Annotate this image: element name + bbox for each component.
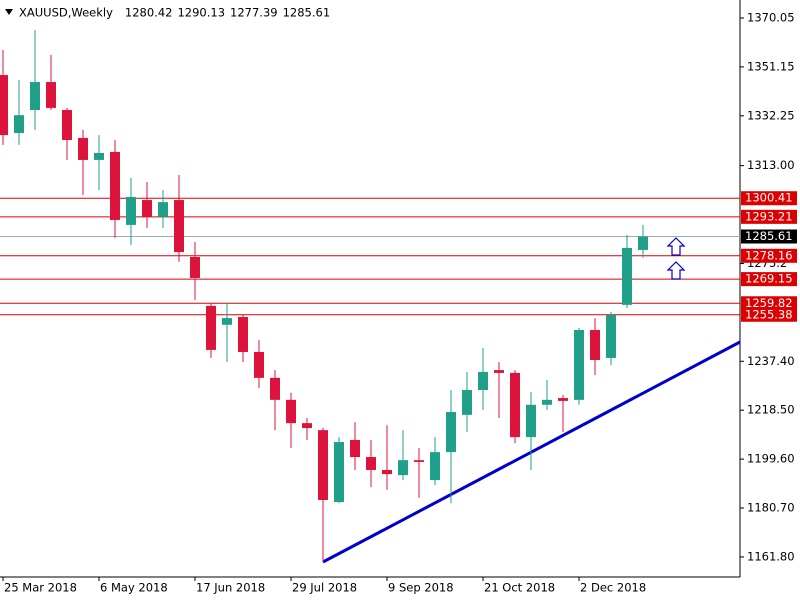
candle-body bbox=[222, 318, 232, 325]
candle-body bbox=[590, 329, 600, 360]
x-tick-label: 6 May 2018 bbox=[100, 581, 168, 595]
x-tick-label: 17 Jun 2018 bbox=[196, 581, 265, 595]
candle-body bbox=[366, 457, 376, 470]
y-tick-label: 1313.00 bbox=[747, 158, 795, 172]
candle-body bbox=[558, 398, 568, 401]
candle-body bbox=[510, 372, 520, 438]
y-tick-label: 1218.50 bbox=[747, 403, 795, 417]
level-label: 1259.82 bbox=[745, 296, 793, 310]
candle-body bbox=[46, 82, 56, 108]
candle-body bbox=[286, 399, 296, 424]
y-tick-label: 1332.25 bbox=[747, 108, 795, 122]
ohlc-value: 1285.61 bbox=[283, 6, 331, 20]
candle-body bbox=[14, 115, 24, 134]
candle-body bbox=[302, 423, 312, 429]
candle-body bbox=[606, 314, 616, 358]
candle-body bbox=[350, 439, 360, 458]
candle-body bbox=[398, 460, 408, 476]
level-label-bg bbox=[741, 248, 797, 263]
candle-body bbox=[94, 152, 104, 160]
x-tick-label: 29 Jul 2018 bbox=[292, 581, 357, 595]
candle-body bbox=[382, 469, 392, 475]
last-price-label: 1285.61 bbox=[745, 229, 793, 243]
candle-body bbox=[478, 371, 488, 391]
ohlc-value: 1290.13 bbox=[177, 6, 225, 20]
level-label: 1269.15 bbox=[745, 272, 793, 286]
candle-body bbox=[62, 109, 72, 141]
level-label: 1255.38 bbox=[745, 307, 793, 321]
candle-body bbox=[574, 329, 584, 400]
y-tick-label: 1237.40 bbox=[747, 354, 795, 368]
ohlc-value: 1280.42 bbox=[125, 6, 173, 20]
candle-body bbox=[462, 390, 472, 415]
candle-body bbox=[206, 305, 216, 350]
x-tick-label: 25 Mar 2018 bbox=[4, 581, 77, 595]
level-label: 1278.16 bbox=[745, 248, 793, 262]
last-price-label-bg bbox=[741, 229, 797, 244]
candle-body bbox=[542, 399, 552, 405]
x-tick-label: 21 Oct 2018 bbox=[484, 581, 555, 595]
candle-body bbox=[622, 247, 632, 305]
menu-triangle bbox=[5, 9, 13, 15]
candle-body bbox=[414, 460, 424, 462]
candle-body bbox=[430, 452, 440, 481]
candle-body bbox=[126, 196, 136, 225]
candle-body bbox=[638, 236, 648, 250]
candle-body bbox=[254, 351, 264, 378]
chart-title: XAUUSD,Weekly bbox=[19, 6, 113, 20]
candle-body bbox=[446, 412, 456, 453]
up-arrow bbox=[666, 261, 686, 280]
y-tick-label: 1161.80 bbox=[747, 549, 795, 563]
level-label-bg bbox=[741, 272, 797, 287]
candle-body bbox=[0, 75, 8, 136]
candle-body bbox=[158, 202, 168, 217]
candle-body bbox=[190, 256, 200, 278]
level-label-bg bbox=[741, 296, 797, 311]
candle-body bbox=[526, 404, 536, 438]
up-arrow bbox=[666, 237, 686, 256]
ohlc-value: 1277.39 bbox=[230, 6, 278, 20]
candle-body bbox=[334, 442, 344, 503]
candle-body bbox=[110, 151, 120, 220]
x-tick-label: 2 Dec 2018 bbox=[580, 581, 646, 595]
y-tick-label: 1180.70 bbox=[747, 501, 795, 515]
x-tick-label: 9 Sep 2018 bbox=[388, 581, 454, 595]
candle-body bbox=[494, 370, 504, 373]
level-label-bg bbox=[741, 209, 797, 224]
level-label-bg bbox=[741, 307, 797, 322]
candle-body bbox=[142, 200, 152, 217]
level-label-bg bbox=[741, 191, 797, 206]
candle-body bbox=[318, 430, 328, 501]
level-label: 1300.41 bbox=[745, 191, 793, 205]
candle-body bbox=[174, 200, 184, 253]
level-label: 1293.21 bbox=[745, 209, 793, 223]
y-tick-label: 1351.15 bbox=[747, 59, 795, 73]
candle-body bbox=[78, 137, 88, 160]
y-tick-label: 1370.05 bbox=[747, 10, 795, 24]
candle-body bbox=[270, 377, 280, 400]
candle-body bbox=[238, 317, 248, 352]
y-tick-label: 1199.60 bbox=[747, 452, 795, 466]
candle-body bbox=[30, 82, 40, 110]
